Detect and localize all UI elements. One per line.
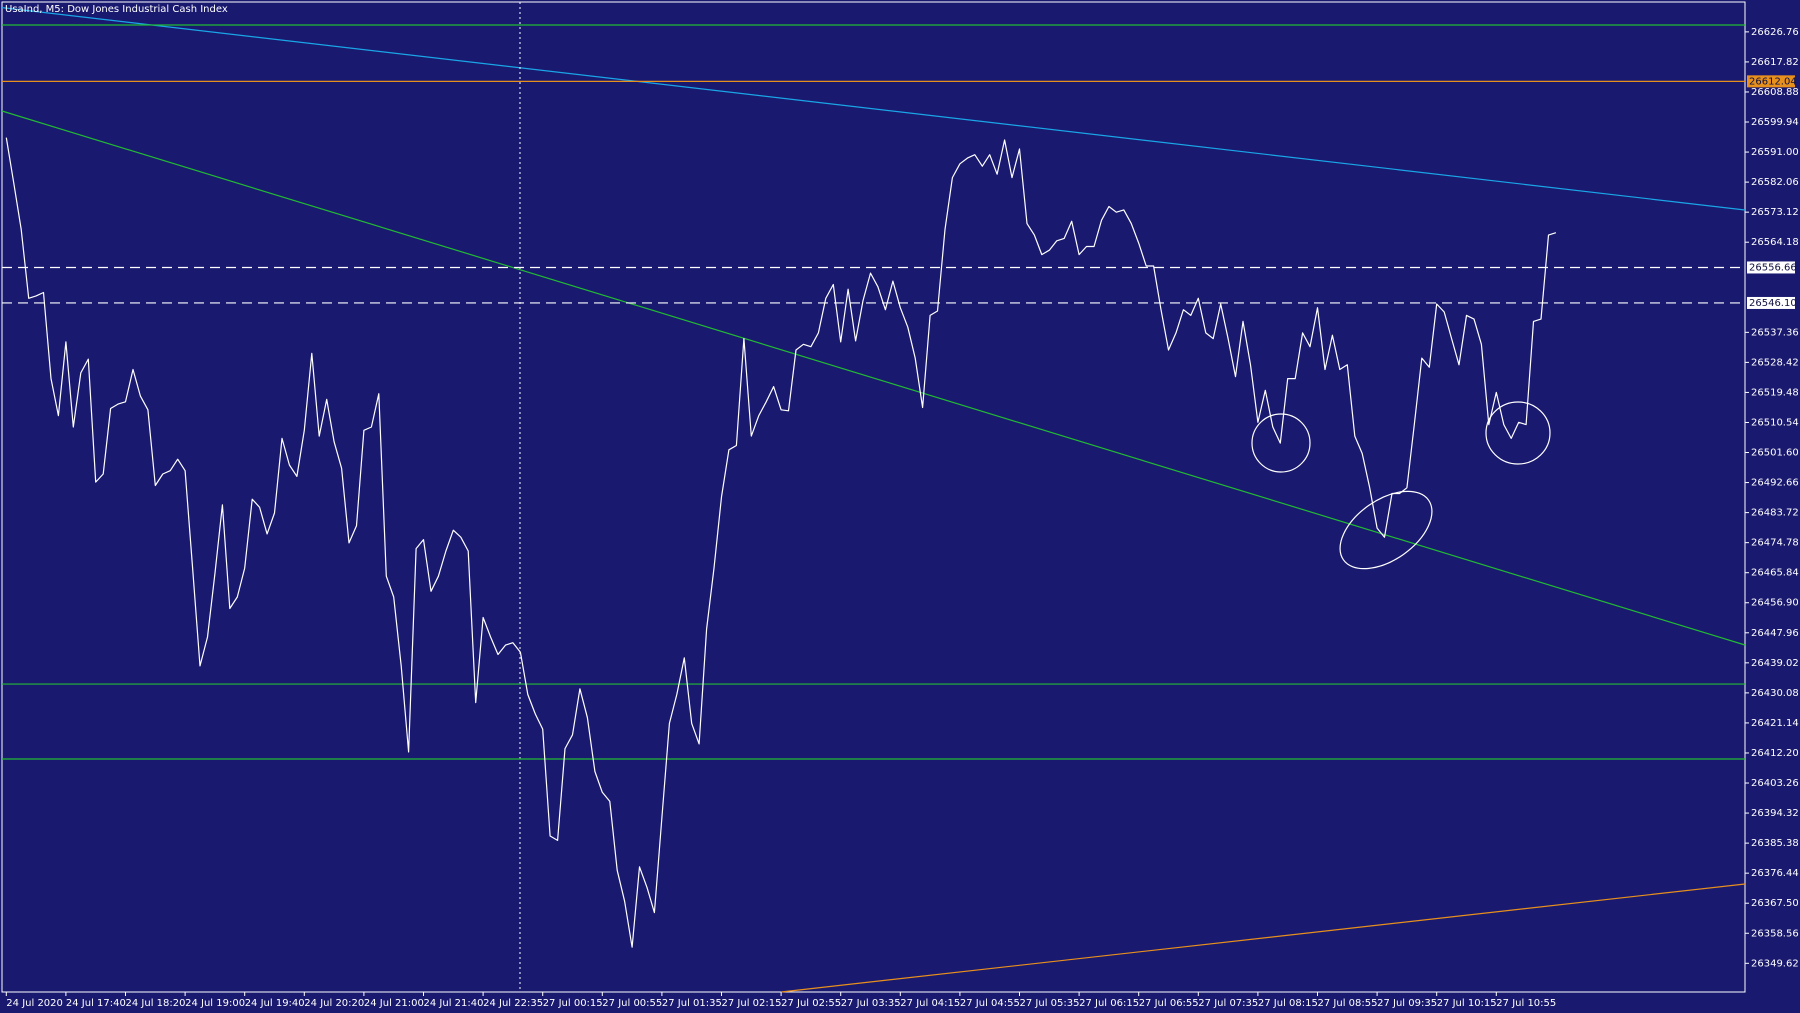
x-tick-label: 24 Jul 17:40 [66, 998, 126, 1009]
price-tag [1747, 296, 1795, 309]
chart-title: UsaInd, M5: Dow Jones Industrial Cash In… [5, 4, 228, 15]
annotation-circle [1485, 401, 1551, 465]
trend-line [1, 110, 1746, 646]
x-tick-label: 24 Jul 2020 [6, 998, 63, 1009]
x-tick-label: 27 Jul 01:35 [662, 998, 722, 1009]
y-tick-label: 26573.12 [1751, 207, 1799, 218]
x-tick-label: 24 Jul 20:20 [304, 998, 364, 1009]
x-tick-label: 27 Jul 03:35 [841, 998, 901, 1009]
x-tick-label: 27 Jul 06:15 [1079, 998, 1139, 1009]
y-tick-label: 26376.44 [1751, 868, 1799, 879]
x-tick-label: 27 Jul 07:35 [1198, 998, 1258, 1009]
price-tag [1747, 261, 1795, 274]
x-tick-label: 27 Jul 02:55 [781, 998, 841, 1009]
y-tick-label: 26358.56 [1751, 928, 1799, 939]
price-tag-label: 26546.10 [1749, 298, 1797, 309]
x-tick-label: 27 Jul 00:55 [602, 998, 662, 1009]
y-tick-label: 26537.36 [1751, 327, 1799, 338]
y-tick-label: 26519.48 [1751, 387, 1799, 398]
y-tick-label: 26474.78 [1751, 538, 1799, 549]
x-tick-label: 27 Jul 08:15 [1258, 998, 1318, 1009]
y-tick-label: 26608.88 [1751, 87, 1799, 98]
x-tick-label: 27 Jul 02:15 [722, 998, 782, 1009]
x-tick-label: 27 Jul 05:35 [1020, 998, 1080, 1009]
drawing-objects [1, 2, 1746, 993]
y-tick-label: 26447.96 [1751, 628, 1799, 639]
x-tick-label: 24 Jul 19:00 [185, 998, 245, 1009]
y-tick-label: 26564.18 [1751, 237, 1799, 248]
y-tick-label: 26617.82 [1751, 57, 1799, 68]
y-tick-label: 26403.26 [1751, 778, 1799, 789]
price-tag [1747, 75, 1795, 88]
x-tick-label: 24 Jul 22:35 [483, 998, 543, 1009]
y-tick-label: 26349.62 [1751, 958, 1799, 969]
y-tick-label: 26528.42 [1751, 357, 1799, 368]
x-tick-label: 24 Jul 21:00 [364, 998, 424, 1009]
x-tick-label: 27 Jul 04:55 [960, 998, 1020, 1009]
x-tick-label: 27 Jul 08:55 [1318, 998, 1378, 1009]
y-tick-label: 26421.14 [1751, 718, 1799, 729]
trend-line [1, 7, 1746, 211]
price-tag-label: 26556.66 [1749, 262, 1797, 273]
price-line [5, 137, 1557, 948]
x-tick-label: 27 Jul 06:55 [1139, 998, 1199, 1009]
annotation-circle [1251, 413, 1311, 473]
x-tick-label: 27 Jul 00:15 [543, 998, 603, 1009]
x-tick-label: 27 Jul 04:15 [900, 998, 960, 1009]
y-tick-label: 26492.66 [1751, 478, 1799, 489]
y-tick-label: 26367.50 [1751, 898, 1799, 909]
trend-line [780, 883, 1746, 993]
x-tick-label: 24 Jul 21:40 [424, 998, 484, 1009]
plot-frame [1, 1, 1746, 993]
y-tick-label: 26465.84 [1751, 568, 1799, 579]
x-tick-label: 24 Jul 18:20 [126, 998, 186, 1009]
y-tick-label: 26591.00 [1751, 147, 1799, 158]
y-tick-label: 26501.60 [1751, 448, 1799, 459]
y-tick-label: 26412.20 [1751, 748, 1799, 759]
y-tick-label: 26456.90 [1751, 598, 1799, 609]
y-tick-label: 26626.76 [1751, 27, 1799, 38]
x-tick-label: 27 Jul 09:35 [1377, 998, 1437, 1009]
y-tick-label: 26439.02 [1751, 658, 1799, 669]
y-tick-label: 26599.94 [1751, 117, 1799, 128]
x-tick-label: 27 Jul 10:55 [1496, 998, 1556, 1009]
x-tick-label: 27 Jul 10:15 [1437, 998, 1497, 1009]
price-tag-label: 26612.04 [1749, 76, 1797, 87]
y-tick-label: 26510.54 [1751, 417, 1799, 428]
y-tick-label: 26385.38 [1751, 838, 1799, 849]
y-tick-label: 26582.06 [1751, 177, 1799, 188]
y-tick-label: 26430.08 [1751, 688, 1799, 699]
y-tick-label: 26394.32 [1751, 808, 1799, 819]
x-tick-label: 24 Jul 19:40 [245, 998, 305, 1009]
annotation-ellipse [1339, 490, 1433, 570]
y-tick-label: 26483.72 [1751, 508, 1799, 519]
